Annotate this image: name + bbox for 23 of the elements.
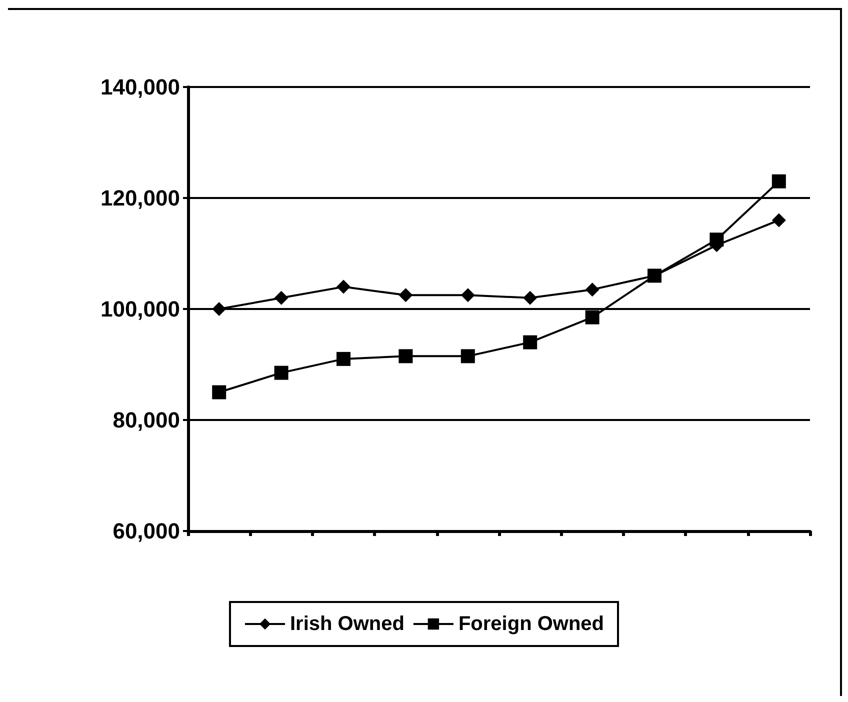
point [523,335,538,350]
point [274,290,288,305]
point [212,302,226,316]
point [398,288,413,302]
point [398,349,413,364]
point [336,280,350,294]
point [460,349,475,364]
y-tick-label: 100,000 [100,296,180,322]
y-tick-label: 60,000 [112,518,180,544]
point [212,385,226,400]
point [772,174,786,188]
legend-label: Irish Owned [290,613,404,635]
y-tick-label: 140,000 [100,74,180,100]
point [772,213,786,228]
y-tick-label: 120,000 [100,186,180,210]
point [523,290,538,305]
point [274,366,288,380]
legend-label: Foreign Owned [458,613,604,635]
point [585,282,600,297]
point [460,288,475,302]
point [336,352,350,366]
point [585,310,600,324]
y-tick-label: 80,000 [112,408,180,432]
